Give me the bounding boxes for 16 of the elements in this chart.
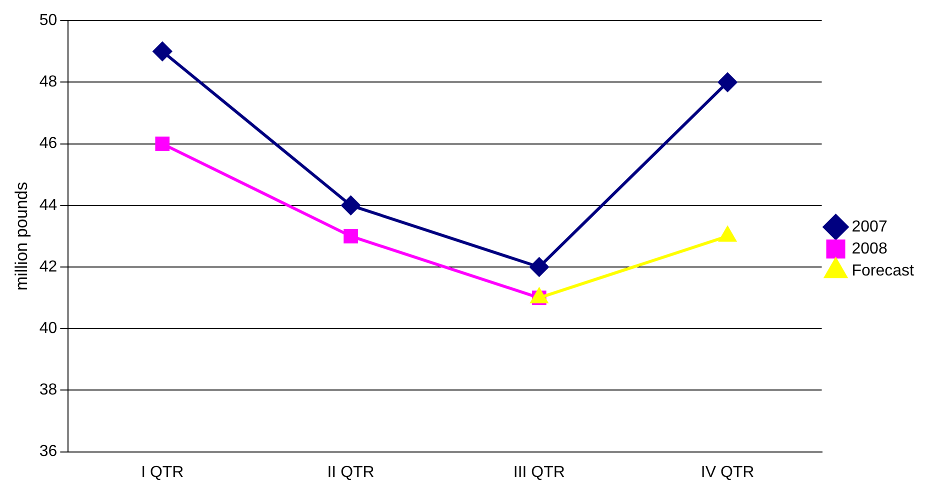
x-tick-label: IV QTR [700,464,754,481]
y-tick-label: 40 [39,320,58,338]
y-tick-label: 46 [39,135,58,152]
y-tick-label: 36 [39,443,58,460]
y-tick-label: 48 [39,74,58,91]
y-tick-label: 42 [39,258,58,276]
y-tick-label: 50 [39,12,58,30]
x-tick-label: II QTR [327,464,374,481]
legend-label: 2007 [852,218,888,236]
y-tick-label: 44 [39,196,58,214]
x-tick-label: III QTR [513,464,565,481]
legend-label: 2008 [852,240,888,258]
y-tick-label: 38 [39,382,58,399]
legend-label: Forecast [852,262,915,280]
y-axis-title: million pounds [12,182,31,291]
x-tick-label: I QTR [141,464,184,481]
